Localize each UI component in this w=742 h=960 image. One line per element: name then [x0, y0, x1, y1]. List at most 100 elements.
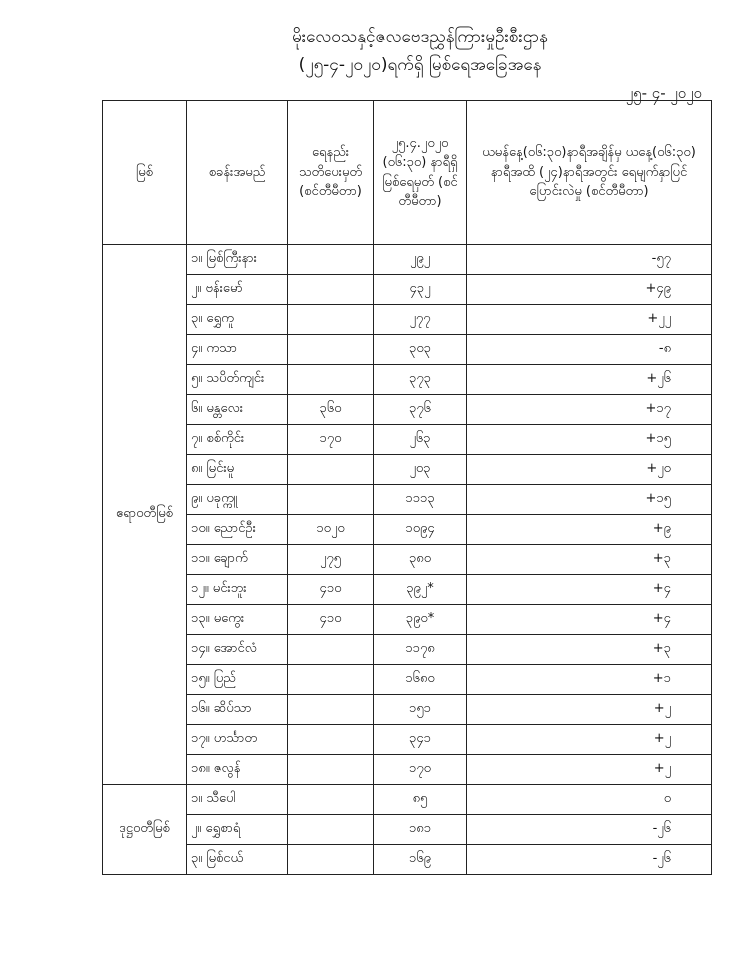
warning-level: [287, 844, 374, 875]
warning-level: [287, 274, 374, 305]
warning-level: [287, 484, 374, 515]
table-row: ၂။ ရွှေစာရံ ၁၈၁ -၂၆: [103, 814, 712, 845]
table-row: ၁၆။ ဆိပ်သာ ၁၅၁ +၂: [103, 694, 712, 725]
water-level: ၃၄၁: [373, 724, 467, 755]
table-row: ၆။ မန္တလေး ၃၆၀ ၃၇၆ +၁၇: [103, 394, 712, 425]
table-row: ၇။ စစ်ကိုင်း ၁၇၀ ၂၆၃ +၁၅: [103, 424, 712, 455]
level-change: -၂၆: [466, 814, 712, 845]
water-level: ၄၃၂: [373, 274, 467, 305]
level-change: -၅၇: [466, 244, 712, 275]
level-change: +၂၀: [466, 454, 712, 485]
water-level: ၂၆၃: [373, 424, 467, 455]
warning-level: ၄၁၀: [287, 574, 374, 605]
station-name: ၁၂။ မင်းဘူး: [186, 574, 288, 605]
water-level: ၃၇၆: [373, 394, 467, 425]
station-name: ၁။ သီပေါ: [186, 784, 288, 815]
level-change: -၂၆: [466, 844, 712, 875]
water-level: ၁၆၉: [373, 844, 467, 875]
warning-level: ၂၇၅: [287, 544, 374, 575]
station-name: ၃။ ရွှေကူ: [186, 304, 288, 335]
table-row: ၁၂။ မင်းဘူး ၄၁၀ ၃၉၂* +၄: [103, 574, 712, 605]
warning-level: ၁၀၂၀: [287, 514, 374, 545]
water-level: ၂၀၃: [373, 454, 467, 485]
column-header-water-level: ၂၅.၄.၂၀၂၀ (၀၆:၃၀) နာရီရှိ မြစ်ရေမှတ် (စင…: [373, 100, 467, 245]
station-name: ၉။ ပခုက္ကူ: [186, 484, 288, 515]
column-header-change: ယမန်နေ့(၀၆:၃၀)နာရီအချိန်မှ ယနေ့(၀၆:၃၀) န…: [466, 100, 712, 245]
level-change: -၈: [466, 334, 712, 365]
station-name: ၂။ ရွှေစာရံ: [186, 814, 288, 845]
column-header-river: မြစ်: [102, 100, 187, 245]
water-level: ၁၇၀: [373, 754, 467, 785]
station-name: ၇။ စစ်ကိုင်း: [186, 424, 288, 455]
station-name: ၅။ သပိတ်ကျင်း: [186, 364, 288, 395]
level-change: +၄: [466, 574, 712, 605]
level-change: +၁၅: [466, 484, 712, 515]
table-row: ၈။ မြင်းမူ ၂၀၃ +၂၀: [103, 454, 712, 485]
water-level: ၃၀၃: [373, 334, 467, 365]
station-name: ၁။ မြစ်ကြီးနား: [186, 244, 288, 275]
water-level: ၁၈၁: [373, 814, 467, 845]
table-row: ၁၈။ ဇလွန် ၁၇၀ +၂: [103, 754, 712, 785]
warning-level: [287, 784, 374, 815]
station-name: ၄။ ကသာ: [186, 334, 288, 365]
level-change: +၂၂: [466, 304, 712, 335]
water-level: ၂၉၂: [373, 244, 467, 275]
table-row: ၁၄။ အောင်လံ ၁၁၇၈ +၃: [103, 634, 712, 665]
water-level: ၈၅: [373, 784, 467, 815]
river-name: ဒုဋ္ဌဝတီမြစ်: [102, 784, 187, 875]
table-row: ၉။ ပခုက္ကူ ၁၁၁၃ +၁၅: [103, 484, 712, 515]
station-name: ၆။ မန္တလေး: [186, 394, 288, 425]
warning-level: [287, 814, 374, 845]
table-row: ၁၅။ ပြည် ၁၆၈၀ +၁: [103, 664, 712, 695]
level-change: +၁: [466, 664, 712, 695]
warning-level: [287, 334, 374, 365]
document-title: မိုးလေဝသနှင့်ဇလဗေဒညွှန်ကြားမှုဦးစီးဌာန: [292, 27, 548, 47]
column-header-station: စခန်းအမည်: [186, 100, 288, 245]
warning-level: [287, 244, 374, 275]
station-name: ၁၈။ ဇလွန်: [186, 754, 288, 785]
table-row: ဒုဋ္ဌဝတီမြစ် ၁။ သီပေါ ၈၅၀: [102, 784, 712, 875]
warning-level: [287, 754, 374, 785]
level-change: +၄၉: [466, 274, 712, 305]
station-name: ၂။ ဗန်းမော်: [186, 274, 288, 305]
station-name: ၃။ မြစ်ငယ်: [186, 844, 288, 875]
table-row: ၁၇။ ဟင်္သာတ ၃၄၁ +၂: [103, 724, 712, 755]
table-row: ၅။ သပိတ်ကျင်း ၃၇၃ +၂၆: [103, 364, 712, 395]
warning-level: [287, 724, 374, 755]
table-row: ၂။ ဗန်းမော် ၄၃၂ +၄၉: [103, 274, 712, 305]
water-level: ၁၆၈၀: [373, 664, 467, 695]
table-row: ၁၃။ မကွေး ၄၁၀ ၃၉၀* +၄: [103, 604, 712, 635]
water-level: ၁၅၁: [373, 694, 467, 725]
station-name: ၈။ မြင်းမူ: [186, 454, 288, 485]
water-level: ၁၀၉၄: [373, 514, 467, 545]
station-name: ၁၁။ ချောက်: [186, 544, 288, 575]
warning-level: [287, 364, 374, 395]
table-row: ၃။ မြစ်ငယ် ၁၆၉ -၂၆: [103, 844, 712, 875]
station-name: ၁၄။ အောင်လံ: [186, 634, 288, 665]
water-level: ၃၈၀: [373, 544, 467, 575]
level-change: +၄: [466, 604, 712, 635]
table-row: ၄။ ကသာ ၃၀၃ -၈: [103, 334, 712, 365]
level-change: +၂: [466, 724, 712, 755]
table-row: ၃။ ရွှေကူ ၂၇၇ +၂၂: [103, 304, 712, 335]
station-name: ၁၇။ ဟင်္သာတ: [186, 724, 288, 755]
level-change: +၉: [466, 514, 712, 545]
level-change: +၁၇: [466, 394, 712, 425]
water-level: ၁၁၇၈: [373, 634, 467, 665]
level-change: +၁၅: [466, 424, 712, 455]
water-level: ၃၇၃: [373, 364, 467, 395]
table-row: ၁၀။ ညောင်ဦး ၁၀၂၀ ၁၀၉၄ +၉: [103, 514, 712, 545]
level-change: +၂: [466, 694, 712, 725]
level-change: +၃: [466, 634, 712, 665]
document-subtitle: (၂၅-၄-၂၀၂၀)ရက်ရှိ မြစ်ရေအခြေအနေ: [298, 55, 542, 75]
level-change: ၀: [466, 784, 712, 815]
warning-level: ၁၇၀: [287, 424, 374, 455]
column-header-warning-level: ရေနည်း သတိပေးမှတ် (စင်တီမီတာ): [287, 100, 374, 245]
station-name: ၁၆။ ဆိပ်သာ: [186, 694, 288, 725]
water-level: ၃၉၀*: [373, 604, 467, 635]
warning-level: [287, 664, 374, 695]
level-change: +၂၆: [466, 364, 712, 395]
level-change: +၂: [466, 754, 712, 785]
water-level: ၁၁၁၃: [373, 484, 467, 515]
warning-level: ၄၁၀: [287, 604, 374, 635]
